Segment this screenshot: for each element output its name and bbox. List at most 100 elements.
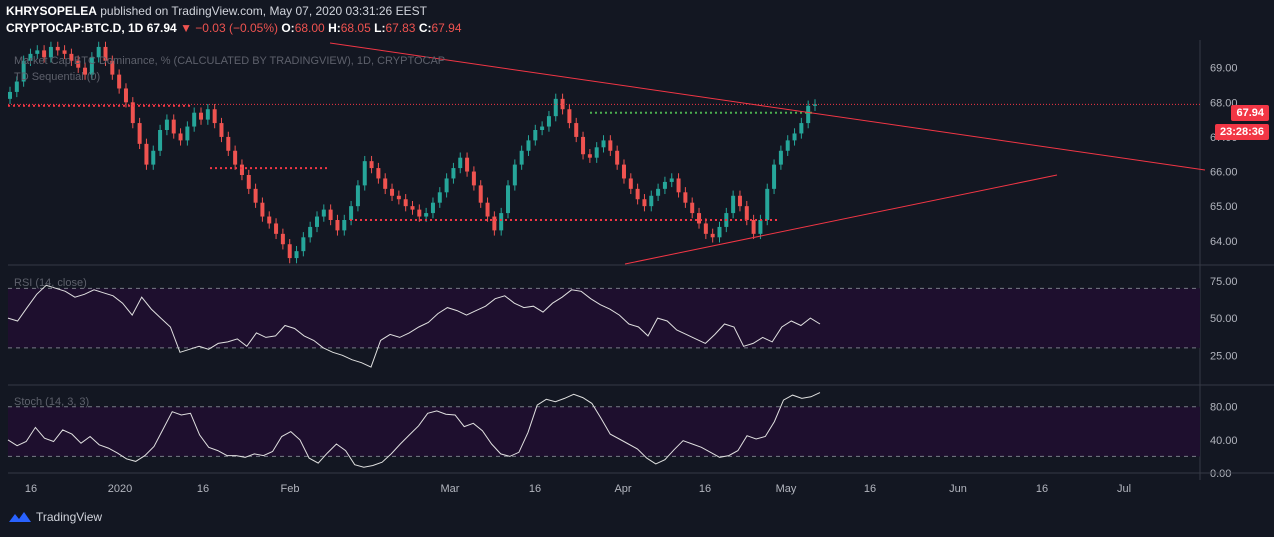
candle-body — [151, 150, 156, 165]
candle-body — [424, 213, 429, 217]
candle-body — [246, 175, 251, 189]
ascending-trendline — [624, 174, 1058, 265]
candle-body — [703, 223, 708, 234]
high-label: H: — [328, 21, 341, 35]
time-tick-label: 2020 — [108, 483, 132, 495]
osc-tick-label: 0.00 — [1210, 468, 1231, 480]
candle-body — [362, 161, 367, 186]
brand[interactable]: TradingView — [8, 510, 102, 524]
rsi-band — [8, 288, 1200, 348]
candle-body — [485, 202, 490, 217]
candle-body — [526, 140, 531, 151]
candle-body — [806, 105, 811, 124]
candle-body — [683, 192, 688, 203]
close-label: C: — [418, 21, 432, 35]
candle-body — [390, 188, 395, 196]
symbol-label[interactable]: CRYPTOCAP:BTC.D, 1D — [6, 21, 144, 35]
candle-body — [96, 46, 101, 58]
candle-body — [587, 154, 592, 158]
candle-body — [581, 136, 586, 155]
candle-body — [103, 46, 108, 61]
candle-body — [697, 213, 702, 224]
candle-body — [635, 188, 640, 200]
rsi-legend: RSI (14, close) — [14, 277, 87, 289]
candle-body — [499, 213, 504, 231]
candle-body — [117, 74, 122, 89]
candle-body — [417, 209, 422, 217]
candle-body — [158, 130, 163, 151]
time-tick-label: 16 — [864, 483, 876, 495]
candle-body — [662, 181, 667, 189]
candle-body — [89, 57, 94, 75]
candle-body — [533, 130, 538, 141]
candle-body — [69, 53, 74, 61]
candle-body — [274, 223, 279, 234]
candle-body — [253, 188, 258, 203]
time-axis[interactable]: 16 2020 16 Feb Mar 16 Apr 16 May 16 Jun 16 Jul — [8, 472, 1274, 495]
candle-body — [731, 195, 736, 214]
candle-body — [83, 67, 88, 75]
candle-body — [717, 226, 722, 238]
osc-tick-label: 50.00 — [1210, 313, 1238, 325]
time-tick-label: 16 — [529, 483, 541, 495]
candle-body — [335, 220, 340, 231]
candle-body — [656, 188, 661, 196]
stoch-pane[interactable]: 80.00 40.00 0.00 — [7, 392, 1274, 480]
candle-body — [492, 216, 497, 231]
time-tick-label: Feb — [281, 483, 300, 495]
candle-body — [110, 60, 115, 75]
price-tick-label: 65.00 — [1210, 201, 1238, 213]
candle-body — [369, 161, 374, 169]
price-tick-label: 68.00 — [1210, 97, 1238, 109]
countdown-tag: 23:28:36 — [1214, 124, 1269, 140]
candle-body — [676, 178, 681, 193]
last-price-tag: 67.94 — [1231, 105, 1269, 121]
candle-body — [130, 102, 135, 124]
publish-line: KHRYSOPELEA published on TradingView.com… — [6, 4, 427, 18]
candle-body — [376, 168, 381, 179]
tradingview-logo-icon — [9, 512, 31, 522]
candle-body — [21, 60, 26, 82]
candle-body — [601, 140, 606, 148]
candle-body — [205, 109, 210, 120]
candle-body — [185, 126, 190, 141]
candle-body — [690, 202, 695, 214]
candle-body — [171, 119, 176, 134]
time-tick-label: Apr — [614, 483, 631, 495]
candle-body — [471, 171, 476, 186]
candle-body — [280, 233, 285, 245]
change-value: ▼ −0.03 (−0.05%) — [180, 21, 278, 35]
time-tick-label: 16 — [197, 483, 209, 495]
candle-body — [199, 112, 204, 120]
osc-tick-label: 75.00 — [1210, 276, 1238, 288]
time-tick-label: 16 — [25, 483, 37, 495]
descending-trendline — [329, 42, 1206, 171]
price-tick-label: 66.00 — [1210, 167, 1238, 179]
publisher-name[interactable]: KHRYSOPELEA — [6, 4, 97, 18]
candle-body — [608, 140, 613, 151]
candle-body — [799, 123, 804, 134]
candle-body — [144, 143, 149, 165]
candle-body — [321, 209, 326, 217]
stoch-legend: Stoch (14, 3, 3) — [14, 396, 90, 408]
candle-body — [594, 147, 599, 158]
candle-body — [287, 244, 292, 259]
candle-body — [444, 178, 449, 193]
rsi-pane[interactable]: 75.00 50.00 25.00 — [7, 276, 1274, 386]
candle-body — [328, 209, 333, 220]
candle-body — [192, 112, 197, 127]
price-tick-label: 64.00 — [1210, 236, 1238, 248]
candle-body — [621, 164, 626, 179]
time-tick-label: Jul — [1117, 483, 1131, 495]
candle-body — [260, 202, 265, 217]
candle-body — [314, 216, 319, 227]
candle-body — [574, 123, 579, 137]
candle-body — [540, 126, 545, 130]
candle-body — [430, 202, 435, 214]
candle-body — [744, 206, 749, 220]
stoch-band — [8, 406, 1200, 457]
time-tick-label: Mar — [441, 483, 460, 495]
candle-body — [765, 188, 770, 220]
candle-body — [785, 140, 790, 151]
